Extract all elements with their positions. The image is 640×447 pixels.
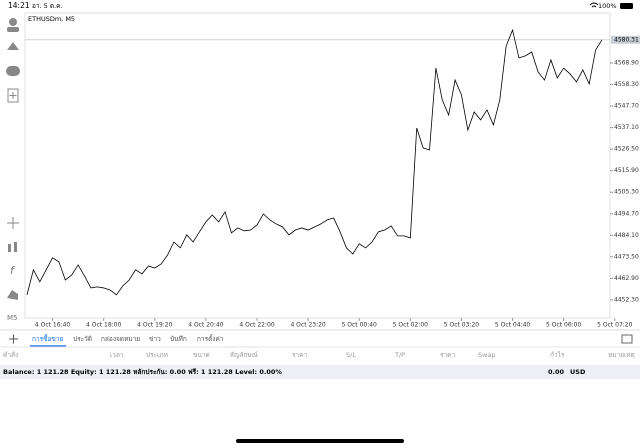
x-tick-label: 4 Oct 16:40 [35, 322, 70, 329]
column-header: S/L [346, 351, 356, 359]
table-header: คำสั่ง เวลา ประเภท ขนาด สัญลักษณ์ ราคา S/L T/P ร… [3, 350, 635, 359]
column-header: หมายเหตุ [608, 351, 635, 359]
price-line-series [26, 28, 603, 296]
new-order-plus[interactable] [9, 92, 17, 99]
y-tick-label: 4494.70 [614, 210, 639, 217]
add-button[interactable] [9, 334, 18, 344]
chat-icon[interactable] [6, 66, 20, 76]
home-indicator [236, 439, 404, 443]
crosshair-icon[interactable] [7, 217, 19, 229]
tab[interactable]: การซื้อขาย [32, 334, 63, 343]
x-tick-label: 5 Oct 00:40 [342, 322, 377, 329]
y-tick-label: 4547.70 [614, 103, 639, 110]
chart-type-icon-2[interactable] [14, 242, 17, 252]
chart: 4452.30 4462.90 4473.50 4484.10 4494.70 4505.… [25, 28, 640, 329]
chart-frame [24, 12, 611, 319]
trade-icon[interactable] [7, 42, 19, 50]
y-tick-label: 4462.90 [614, 275, 639, 282]
toolbar: f M5 [6, 18, 20, 322]
account-icon[interactable] [9, 18, 17, 26]
x-tick-label: 4 Oct 20:40 [188, 322, 223, 329]
timeframe-icon[interactable]: M5 [7, 314, 18, 322]
chart-title: ETHUSDm, M5 [28, 15, 75, 23]
x-tick-label: 5 Oct 03:20 [444, 322, 479, 329]
x-tick-label: 4 Oct 22:00 [239, 322, 274, 329]
y-tick-label: 4452.30 [614, 296, 639, 303]
currency: USD [570, 368, 586, 376]
column-header: เวลา [110, 351, 124, 359]
tab[interactable]: กล่องจดหมาย [101, 335, 140, 343]
column-header: ประเภท [146, 351, 168, 359]
column-header: คำสั่ง [3, 350, 18, 359]
objects-icon[interactable] [7, 290, 18, 300]
x-tick-label: 5 Oct 04:40 [495, 322, 530, 329]
y-tick-label: 4515.90 [614, 167, 639, 174]
y-tick-label: 4568.90 [614, 59, 639, 66]
column-header: สัญลักษณ์ [230, 351, 258, 359]
tab[interactable]: ข่าว [149, 335, 161, 343]
status-date: อา. 5 ต.ค. [32, 2, 63, 10]
column-header: Swap [478, 351, 496, 359]
chart-type-icon[interactable] [8, 244, 11, 252]
column-header: ราคา [440, 351, 455, 359]
x-tick-label: 4 Oct 18:00 [86, 322, 121, 329]
column-header: T/P [394, 351, 405, 359]
y-tick-label: 4473.50 [614, 253, 639, 260]
column-header: ขนาด [193, 351, 210, 359]
y-tick-label: 4484.10 [614, 232, 639, 239]
x-tick-label: 4 Oct 23:20 [290, 322, 325, 329]
x-tick-label: 5 Oct 07:20 [597, 322, 632, 329]
status-battery: 100% [598, 2, 617, 10]
panel-toggle[interactable] [621, 334, 633, 344]
tab[interactable]: การตั้งค่า [197, 334, 224, 343]
balance-row [0, 365, 640, 379]
price-label-bg [611, 35, 640, 44]
tab[interactable]: ประวัติ [73, 335, 92, 343]
account-icon-body[interactable] [7, 27, 19, 32]
y-tick-label: 4537.10 [614, 124, 639, 131]
battery-icon [620, 3, 633, 9]
tab-bar: การซื้อขาย ประวัติ กล่องจดหมาย ข่าว บันทึก กา… [30, 334, 224, 347]
y-tick-label: 4526.50 [614, 146, 639, 153]
new-order-icon[interactable] [7, 88, 19, 103]
y-tick-label: 4505.30 [614, 189, 639, 196]
column-header: ราคา [292, 351, 307, 359]
x-tick-label: 4 Oct 19:20 [137, 322, 172, 329]
y-tick-label: 4558.30 [614, 81, 639, 88]
indicators-icon[interactable]: f [10, 264, 16, 277]
price-label: 4580.31 [614, 36, 639, 43]
x-tick-label: 5 Oct 02:00 [393, 322, 428, 329]
x-tick-label: 5 Oct 06:00 [546, 322, 581, 329]
tab[interactable]: บันทึก [170, 335, 187, 343]
status-time: 14:21 [8, 1, 30, 10]
column-header: กำไร [550, 351, 565, 359]
wifi-icon [589, 2, 599, 8]
balance-text: Balance: 1 121.28 Equity: 1 121.28 หลักป… [3, 368, 282, 376]
profit: 0.00 [548, 368, 565, 376]
